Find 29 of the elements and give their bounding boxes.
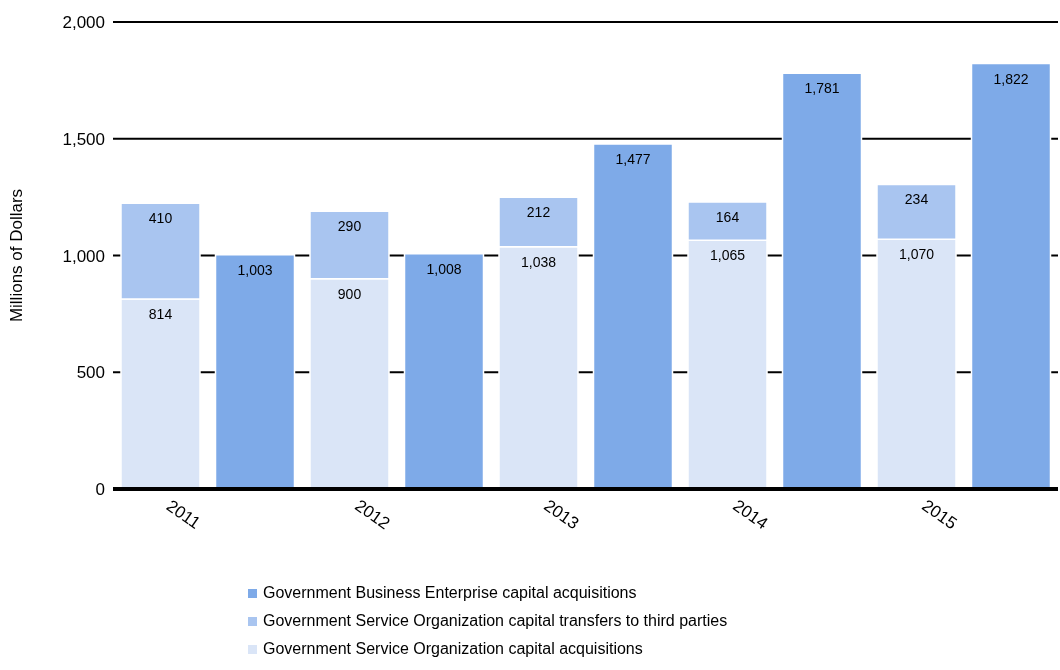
data-label: 1,781: [804, 80, 840, 97]
data-label: 1,008: [426, 260, 462, 277]
data-label: 1,038: [520, 253, 557, 270]
y-tick-label: 1,000: [62, 246, 105, 266]
bar: [970, 62, 1052, 489]
data-label: 410: [148, 210, 173, 227]
y-tick-label: 500: [76, 363, 105, 383]
data-label: 900: [337, 285, 362, 302]
legend-label: Government Service Organization capital transfers to third parties: [263, 611, 728, 631]
data-label: 234: [904, 191, 929, 208]
legend-label: Government Business Enterprise capital acquisitions: [263, 583, 637, 603]
data-label: 1,070: [898, 246, 935, 263]
bar: [781, 72, 863, 489]
y-tick-label: 2,000: [62, 13, 105, 33]
data-label: 1,477: [615, 151, 651, 168]
data-label: 290: [337, 218, 362, 235]
data-label: 1,822: [993, 70, 1029, 87]
data-label: 212: [526, 204, 551, 221]
data-label: 164: [715, 208, 740, 225]
legend-label: Government Service Organization capital acquisitions: [263, 639, 643, 659]
data-label: 814: [148, 305, 173, 322]
bar: [214, 254, 296, 489]
data-label: 1,065: [709, 247, 746, 264]
y-tick-label: 1,500: [62, 129, 105, 149]
data-label: 1,003: [237, 261, 273, 278]
bar: [403, 252, 485, 489]
y-axis-title: Millions of Dollars: [7, 188, 27, 323]
bar: [592, 143, 674, 489]
y-tick-label: 0: [95, 480, 105, 500]
